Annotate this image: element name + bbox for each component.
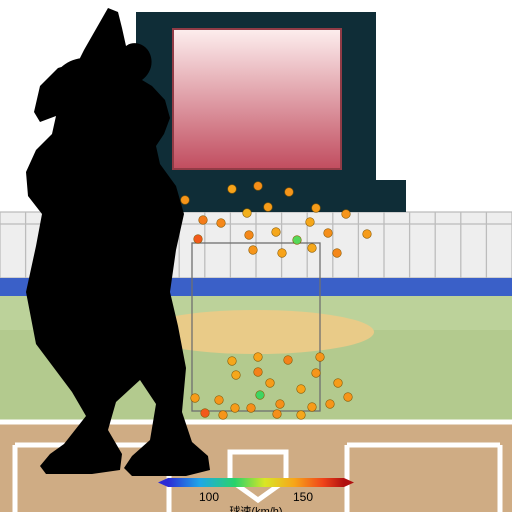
pitch-marker [273,410,282,419]
pitch-marker [333,249,342,258]
pitch-marker [247,404,256,413]
pitch-marker [194,235,203,244]
pitch-marker [297,385,306,394]
pitch-marker [254,353,263,362]
pitch-marker [215,396,224,405]
pitch-marker [312,369,321,378]
pitch-marker [308,403,317,412]
colorbar-tick: 100 [199,490,219,504]
pitch-marker [243,209,252,218]
pitch-marker [191,394,200,403]
pitch-marker [285,188,294,197]
pitch-marker [276,400,285,409]
pitch-marker [306,218,315,227]
scoreboard-screen [173,29,341,169]
pitch-marker [312,204,321,213]
colorbar [168,478,344,487]
pitch-marker [256,391,265,400]
pitch-marker [308,244,317,253]
pitch-marker [199,216,208,225]
pitch-marker [324,229,333,238]
pitch-marker [245,231,254,240]
pitch-marker [334,379,343,388]
pitch-location-chart: 100 150 球速(km/h) [0,0,512,512]
pitch-marker [342,210,351,219]
pitch-marker [297,411,306,420]
pitch-marker [201,409,210,418]
pitch-marker [278,249,287,258]
pitch-marker [228,185,237,194]
pitch-marker [231,404,240,413]
pitch-marker [284,356,293,365]
pitch-marker [217,219,226,228]
pitch-marker [228,357,237,366]
pitch-marker [254,182,263,191]
pitch-marker [316,353,325,362]
pitch-marker [249,246,258,255]
chart-svg: 100 150 球速(km/h) [0,0,512,512]
pitch-marker [232,371,241,380]
pitch-marker [363,230,372,239]
colorbar-label: 球速(km/h) [229,504,282,512]
pitch-marker [181,196,190,205]
pitch-marker [272,228,281,237]
pitch-marker [219,411,228,420]
colorbar-tick: 150 [293,490,313,504]
pitch-marker [293,236,302,245]
pitch-marker [344,393,353,402]
pitch-marker [266,379,275,388]
pitch-marker [326,400,335,409]
pitch-marker [254,368,263,377]
pitch-marker [264,203,273,212]
